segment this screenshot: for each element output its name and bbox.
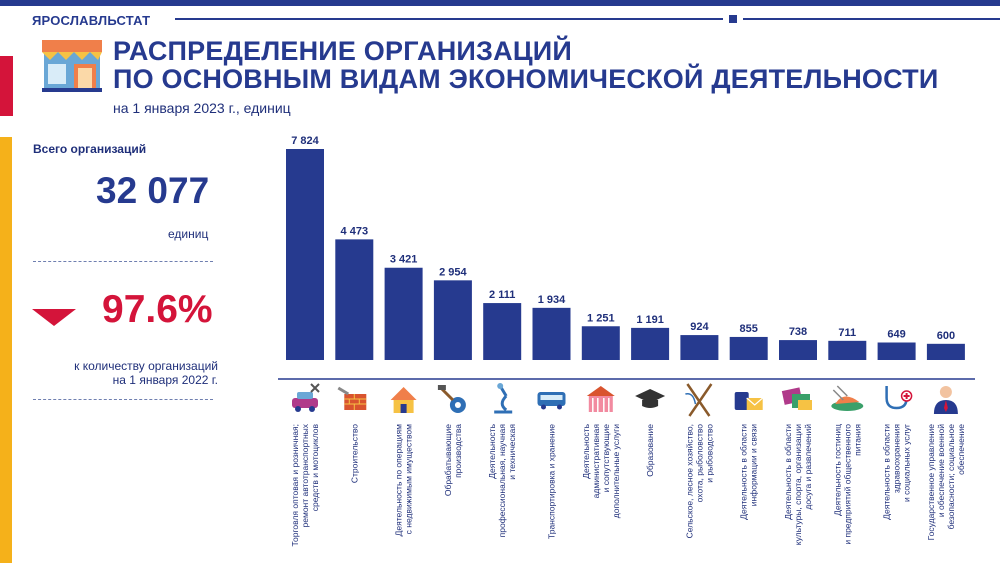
category-label: Сельское, лесное хозяйство,охота, рыболо… [684,424,714,539]
stethoscope-icon [885,386,913,410]
category-label: Деятельностьпрофессиональная, научнаяи т… [487,423,517,537]
bar-chart: 7 824 Торговля оптовая и розничная;ремонт… [278,135,975,546]
header-line-right [743,18,1000,20]
bus-icon [537,392,566,410]
bar [828,340,867,360]
category-label: Транспортировка и хранение [547,424,557,539]
phone-mail-icon [734,392,764,410]
category-label: Обрабатывающиепроизводства [443,424,463,496]
note-line-1: к количеству организаций [74,359,218,373]
unit-label: единиц [168,227,209,241]
percent-value: 97.6% [102,288,213,331]
bar-value-label: 1 191 [636,314,664,326]
fishing-rods-icon [685,383,713,417]
side-accent-yellow [0,137,12,563]
brand-name: ЯРОСЛАВЛЬСТАТ [32,13,151,28]
microscope-icon [494,383,513,414]
category-label: Государственное управлениеи обеспечение … [926,424,966,541]
tickets-icon [781,387,812,410]
total-label: Всего организаций [33,142,147,156]
category-label: Деятельность в областиздравоохраненияи с… [882,424,912,520]
header-square [729,15,737,23]
bar [581,326,620,360]
bar-value-label: 738 [789,326,807,338]
bar-value-label: 2 111 [489,289,515,301]
bar [877,342,916,360]
bar-value-label: 711 [838,327,856,339]
bar-value-label: 600 [937,330,955,342]
page-title: РАСПРЕДЕЛЕНИЕ ОРГАНИЗАЦИЙ ПО ОСНОВНЫМ ВИ… [113,37,938,93]
bar [286,149,324,360]
brick-wall-icon [337,386,367,410]
divider [33,399,213,400]
bar [532,307,571,360]
food-icon [831,385,864,411]
bar [384,267,423,360]
bar [631,327,670,360]
bar-value-label: 4 473 [341,225,369,237]
bar [926,343,965,360]
bar-value-label: 1 251 [587,312,615,324]
category-label: Деятельность в областиинформации и связи [739,424,759,520]
bar [680,335,719,360]
bar [335,239,374,360]
category-label: Торговля оптовая и розничная;ремонт авто… [290,423,320,546]
title-line-1: РАСПРЕДЕЛЕНИЕ ОРГАНИЗАЦИЙ [113,36,572,66]
top-bar [0,0,1000,6]
category-label: Образование [645,424,655,477]
page-subtitle: на 1 января 2023 г., единиц [113,100,291,116]
bar [779,340,817,360]
bar-value-label: 1 934 [538,294,566,306]
hammer-gear-icon [437,385,466,413]
bar [729,336,768,360]
category-label: Деятельность по операциямс недвижимым им… [394,424,414,536]
building-icon [586,386,615,412]
category-label: Деятельность в областикультуры, спорта, … [783,424,813,545]
category-label: Деятельность гостиници предприятий общес… [832,424,862,545]
bar-value-label: 649 [887,328,905,340]
percent-note: к количеству организаций на 1 января 202… [40,359,218,387]
car-repair-icon [292,383,320,412]
bar-value-label: 2 954 [439,266,467,278]
graduation-cap-icon [635,389,666,408]
side-accent-red [0,56,13,116]
bar [483,303,522,360]
bar-value-label: 3 421 [390,254,418,266]
house-icon [390,387,417,413]
title-line-2: ПО ОСНОВНЫМ ВИДАМ ЭКОНОМИЧЕСКОЙ ДЕЯТЕЛЬН… [113,64,939,94]
total-value: 32 077 [96,170,210,211]
category-label: Деятельностьадминистративнаяи сопутствую… [581,423,621,518]
bar-value-label: 7 824 [291,135,319,147]
note-line-2: на 1 января 2022 г. [112,373,218,387]
divider [33,261,213,262]
down-arrow-icon [32,309,76,326]
bar-value-label: 855 [740,323,758,335]
official-person-icon [933,386,958,414]
bar [433,280,472,360]
category-label: Строительство [349,424,359,483]
shop-icon [42,40,102,92]
header-line [175,18,723,20]
bar-value-label: 924 [690,321,709,333]
